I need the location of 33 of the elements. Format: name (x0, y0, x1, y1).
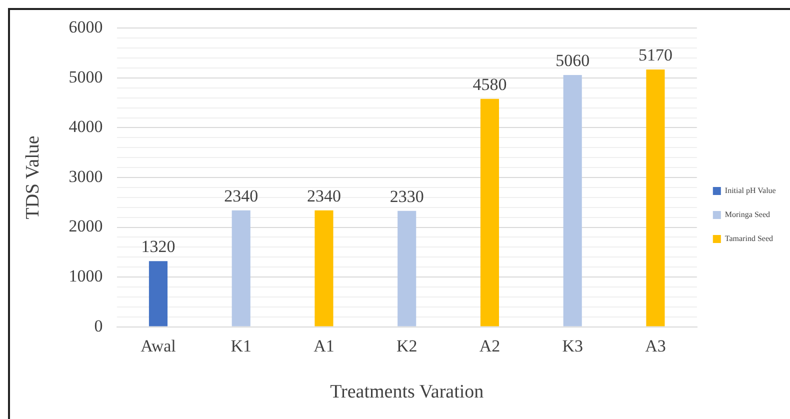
y-tick-label: 1000 (68, 266, 103, 286)
data-label: 2340 (306, 186, 341, 206)
x-tick-label: K1 (230, 336, 252, 356)
data-label: 4580 (472, 74, 507, 94)
y-tick-label: 3000 (68, 166, 103, 186)
x-tick-label: K3 (562, 336, 583, 356)
bar (398, 210, 416, 326)
bar (563, 74, 582, 326)
y-tick-label: 4000 (68, 117, 103, 136)
data-label: 5060 (556, 50, 590, 70)
x-tick-label: A1 (314, 336, 334, 356)
y-tick-label: 6000 (68, 18, 103, 37)
data-label: 2340 (224, 186, 258, 206)
x-axis-title: Treatments Varation (330, 382, 484, 403)
data-label: 1320 (141, 237, 176, 256)
bar (480, 98, 500, 326)
data-label: 2330 (390, 186, 424, 206)
legend-label: Moringa Seed (724, 210, 770, 220)
data-label: 5170 (638, 45, 672, 64)
x-tick-label: A2 (479, 336, 500, 356)
x-tick-label: Awal (140, 336, 176, 356)
y-tick-label: 2000 (68, 216, 103, 236)
bar (314, 210, 334, 326)
legend-label: Tamarind Seed (724, 234, 773, 244)
y-tick-label: 0 (94, 316, 103, 336)
bar (148, 261, 168, 326)
legend-label: Initial pH Value (724, 186, 776, 196)
y-tick-label: 5000 (68, 67, 103, 86)
bar (232, 210, 250, 326)
x-tick-label: K2 (396, 336, 418, 356)
bar (646, 70, 665, 326)
y-axis-title: TDS Value (22, 136, 44, 220)
x-tick-label: A3 (645, 336, 666, 356)
